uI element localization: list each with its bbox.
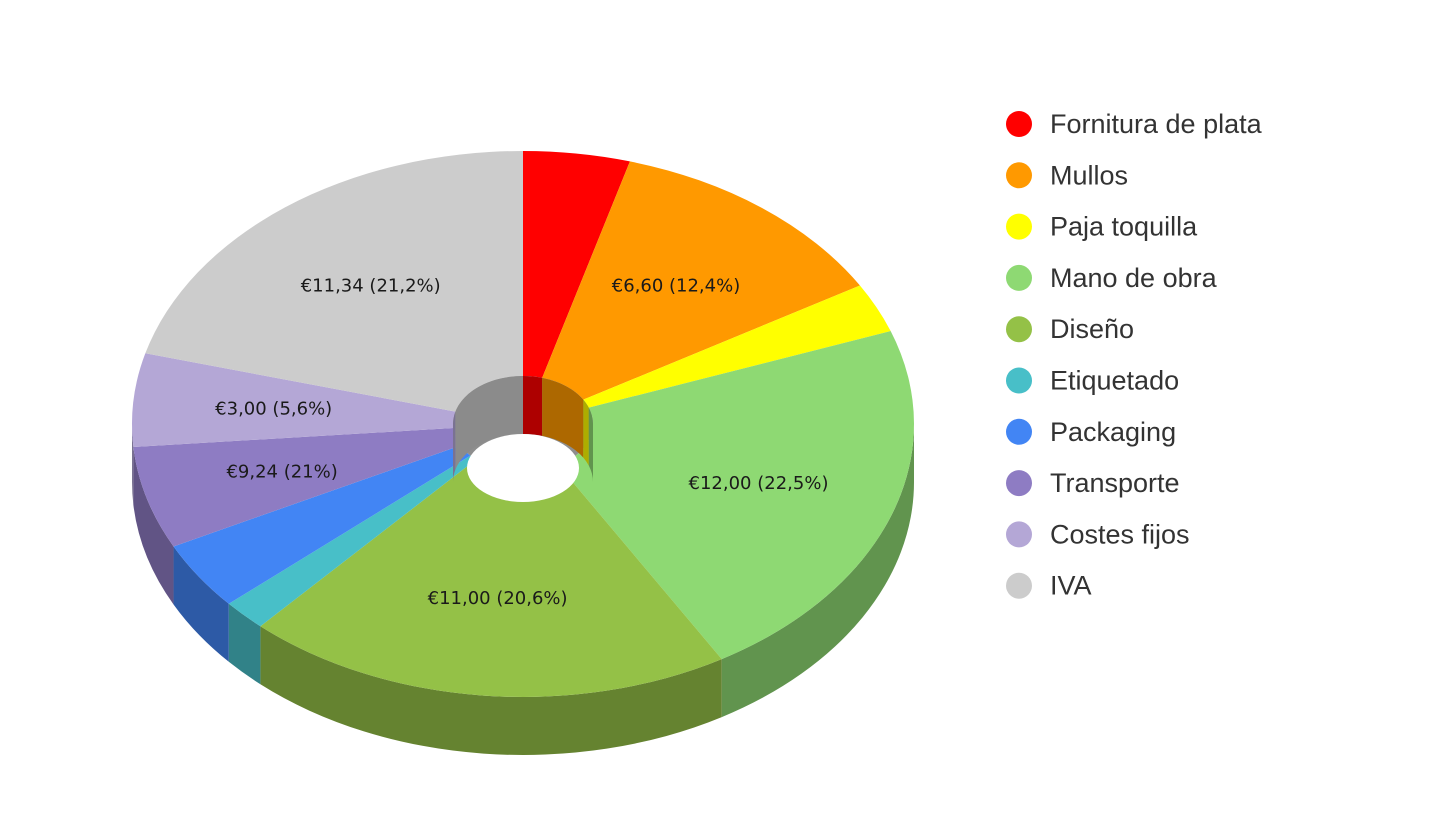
legend-item-costes-fijos[interactable]: Costes fijos (1006, 519, 1190, 549)
legend-label: Mullos (1050, 160, 1128, 190)
legend-swatch (1006, 316, 1032, 343)
legend-item-packaging[interactable]: Packaging (1006, 417, 1176, 447)
pie-layer (132, 151, 914, 755)
data-label-costes-fijos: €3,00 (5,6%) (215, 399, 332, 420)
legend-item-etiquetado[interactable]: Etiquetado (1006, 366, 1179, 396)
pie-slice-diseno (260, 459, 722, 697)
legend-swatch (1006, 162, 1032, 189)
legend-label: Transporte (1050, 468, 1180, 498)
legend-swatch (1006, 572, 1032, 599)
pie-side-mano-de-obra (721, 424, 914, 718)
pie-slice-mullos (542, 161, 860, 400)
legend-label: Mano de obra (1050, 263, 1218, 293)
pie-inner-wall-costes-fijos (453, 411, 456, 482)
legend-label: Packaging (1050, 417, 1176, 447)
data-label-iva: €11,34 (21,2%) (301, 275, 441, 296)
pie-inner-wall-mullos (542, 377, 584, 458)
legend-label: Costes fijos (1050, 519, 1190, 549)
legend-swatch (1006, 367, 1032, 394)
legend-item-iva[interactable]: IVA (1006, 571, 1092, 601)
pie-side-costes-fijos (132, 424, 134, 505)
legend-label: Fornitura de plata (1050, 109, 1263, 139)
pie-slice-packaging (173, 445, 471, 604)
legend-swatch (1006, 111, 1032, 137)
pie-inner-wall-fornitura-de-plata (523, 376, 543, 436)
legend-item-paja-toquilla[interactable]: Paja toquilla (1006, 212, 1198, 242)
legend-swatch (1006, 418, 1032, 445)
legend-label: Diseño (1050, 314, 1134, 344)
pie-side-diseno (260, 626, 722, 755)
legend-label: IVA (1050, 571, 1092, 601)
legend-item-transporte[interactable]: Transporte (1006, 468, 1180, 498)
legend-item-mullos[interactable]: Mullos (1006, 160, 1128, 190)
data-label-diseno: €11,00 (20,6%) (428, 588, 568, 609)
legend-item-diseno[interactable]: Diseño (1006, 314, 1134, 344)
data-labels: €6,60 (12,4%) €12,00 (22,5%) €11,00 (20,6%… (215, 275, 828, 608)
pie-slice-paja-toquilla (583, 285, 891, 408)
legend: Fornitura de plata Mullos Paja toquilla Man… (1006, 109, 1263, 601)
pie-side-packaging (173, 546, 229, 662)
pie-inner-wall-mano-de-obra (588, 407, 593, 482)
donut-hole-opening (467, 434, 579, 502)
pie-slice-mano-de-obra (558, 331, 914, 660)
legend-item-fornitura-de-plata[interactable]: Fornitura de plata (1006, 109, 1263, 139)
legend-swatch (1006, 521, 1032, 548)
legend-swatch (1006, 264, 1032, 291)
pie-slice-costes-fijos (132, 353, 456, 447)
pie-slice-transporte (133, 428, 461, 547)
pie-side-transporte (133, 446, 174, 605)
pie-slice-fornitura-de-plata (523, 151, 630, 378)
pie-side-etiquetado (228, 603, 261, 685)
legend-label: Paja toquilla (1050, 212, 1198, 242)
pie-inner-wall-iva (455, 376, 523, 470)
data-label-mano-de-obra: €12,00 (22,5%) (689, 473, 829, 494)
data-label-mullos: €6,60 (12,4%) (612, 276, 740, 297)
pie-slice-iva (145, 151, 523, 412)
legend-swatch (1006, 213, 1032, 240)
pie-inner-wall-paja-toquilla (583, 399, 589, 466)
legend-item-mano-de-obra[interactable]: Mano de obra (1006, 263, 1218, 293)
legend-label: Etiquetado (1050, 366, 1179, 396)
data-label-transporte: €9,24 (21%) (226, 461, 337, 482)
legend-swatch (1006, 470, 1032, 497)
pie-slice-etiquetado (228, 455, 476, 627)
